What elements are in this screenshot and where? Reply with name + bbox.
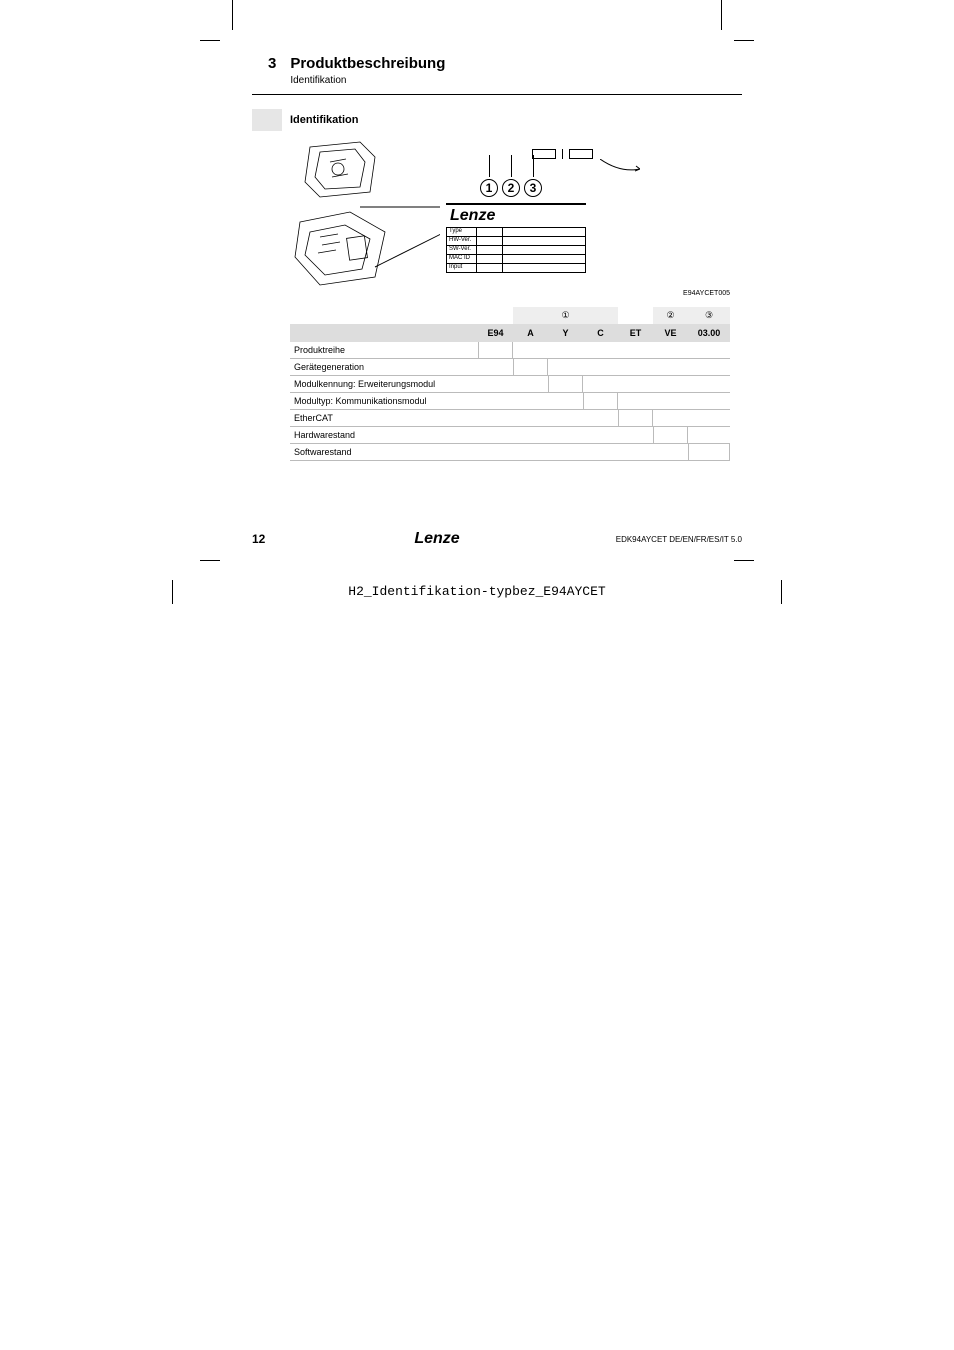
table-row: Produktreihe <box>290 342 730 359</box>
chapter-header: 3 Produktbeschreibung Identifikation <box>252 55 742 86</box>
figure-code: E94AYCET005 <box>683 290 730 297</box>
mapping-cell <box>583 393 618 409</box>
mapping-cell <box>513 359 548 375</box>
callout-circle: 2 <box>502 179 520 197</box>
mapping-cell <box>653 427 688 443</box>
header-code: ET <box>618 324 653 342</box>
row-label: Hardwarestand <box>290 428 478 442</box>
callout-numbers: 1 2 3 <box>480 179 542 197</box>
header-code: Y <box>548 324 583 342</box>
crop-mark <box>200 560 220 561</box>
header-symbol: ② <box>653 307 688 324</box>
row-label: Modultyp: Kommunikationsmodul <box>290 394 478 408</box>
chapter-subtitle: Identifikation <box>290 75 445 86</box>
table-row: Modulkennung: Erweiterungsmodul <box>290 376 730 393</box>
nameplate-key: SW-Ver. <box>447 246 477 254</box>
row-label: Modulkennung: Erweiterungsmodul <box>290 377 478 391</box>
identification-figure: 1 2 3 Lenze Type HW-Ver. SW-Ver. MAC ID … <box>290 137 730 297</box>
section-title: Identifikation <box>282 109 358 131</box>
heading-marker <box>252 109 282 131</box>
row-label: Produktreihe <box>290 343 478 357</box>
divider <box>252 94 742 95</box>
mapping-cell <box>688 444 730 460</box>
crop-mark <box>200 40 220 41</box>
header-symbol: ① <box>513 307 618 324</box>
footer-brand: Lenze <box>292 530 582 548</box>
header-symbol: ③ <box>688 307 730 324</box>
crop-mark <box>232 0 233 30</box>
chapter-title: Produktbeschreibung <box>290 55 445 73</box>
table-row: Modultyp: Kommunikationsmodul <box>290 393 730 410</box>
file-caption: H2_Identifikation-typbez_E94AYCET <box>0 584 954 599</box>
header-code: A <box>513 324 548 342</box>
page-footer: 12 Lenze EDK94AYCET DE/EN/FR/ES/IT 5.0 <box>252 530 742 548</box>
table-row: EtherCAT <box>290 410 730 427</box>
mapping-cell <box>478 342 513 358</box>
crop-mark <box>734 560 754 561</box>
nameplate-key: Input <box>447 264 477 272</box>
nameplate-diagram: Lenze Type HW-Ver. SW-Ver. MAC ID Input <box>446 203 586 273</box>
page-body: 3 Produktbeschreibung Identifikation Ide… <box>252 55 742 461</box>
callout-circle: 1 <box>480 179 498 197</box>
table-header-codes: E94 A Y C ET VE 03.00 <box>290 324 730 342</box>
type-code-table: ① ② ③ E94 A Y C ET VE 03.00 Produktreihe… <box>290 307 730 461</box>
nameplate-key: Type <box>447 228 477 236</box>
table-row: Hardwarestand <box>290 427 730 444</box>
table-row: Gerätegeneration <box>290 359 730 376</box>
mapping-cell <box>548 376 583 392</box>
crop-mark <box>721 0 722 30</box>
nameplate-key: HW-Ver. <box>447 237 477 245</box>
callout-boxes <box>532 149 593 159</box>
nameplate-key: MAC ID <box>447 255 477 263</box>
callout-circle: 3 <box>524 179 542 197</box>
device-sketch-icon <box>290 137 440 287</box>
row-label: Softwarestand <box>290 445 478 459</box>
table-header-symbols: ① ② ③ <box>290 307 730 324</box>
header-code: 03.00 <box>688 324 730 342</box>
header-code: E94 <box>478 324 513 342</box>
mapping-cell <box>618 410 653 426</box>
chapter-number: 3 <box>268 55 276 73</box>
table-row: Softwarestand <box>290 444 730 461</box>
page-number: 12 <box>252 532 292 546</box>
footer-doc-id: EDK94AYCET DE/EN/FR/ES/IT 5.0 <box>582 535 742 544</box>
callout-pointer-icon <box>600 159 640 175</box>
row-label: EtherCAT <box>290 411 478 425</box>
nameplate-grid: Type HW-Ver. SW-Ver. MAC ID Input <box>446 227 586 273</box>
header-code: VE <box>653 324 688 342</box>
header-code: C <box>583 324 618 342</box>
nameplate-brand: Lenze <box>446 205 586 227</box>
section-heading-row: Identifikation <box>252 109 742 131</box>
crop-mark <box>734 40 754 41</box>
row-label: Gerätegeneration <box>290 360 478 374</box>
